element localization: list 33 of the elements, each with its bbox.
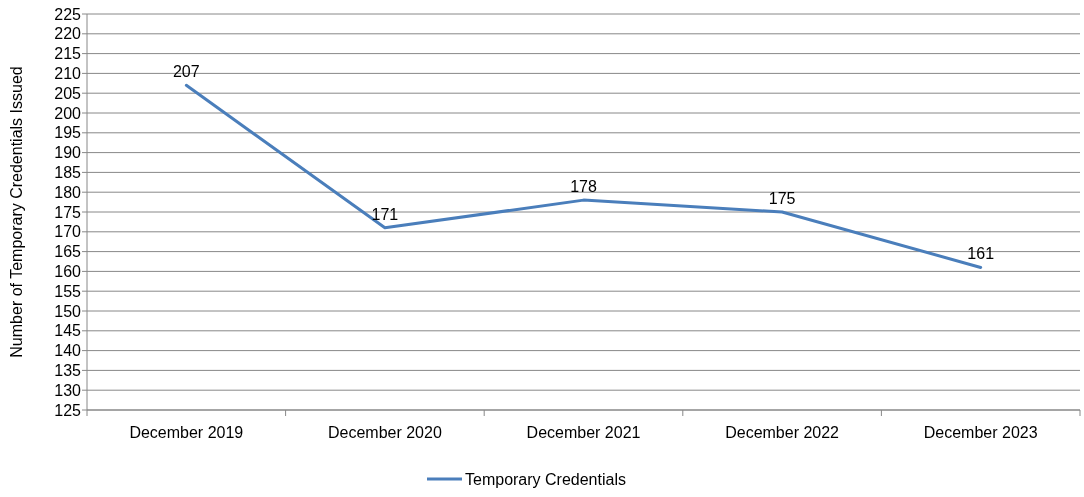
- y-tick-label: 190: [54, 144, 82, 162]
- y-tick-label: 180: [54, 183, 82, 201]
- y-axis-title: Number of Temporary Credentials Issued: [8, 66, 25, 358]
- y-tick-label: 125: [54, 401, 82, 419]
- y-tick-label: 215: [54, 45, 82, 63]
- x-tick-label: December 2019: [129, 424, 244, 441]
- data-label: 171: [371, 205, 399, 223]
- y-tick-label: 155: [54, 282, 82, 300]
- y-tick-label: 185: [54, 164, 82, 181]
- y-tick-label: 160: [54, 263, 82, 280]
- y-tick-label: 170: [54, 223, 82, 241]
- y-tick-label: 220: [54, 25, 82, 43]
- y-tick-label: 140: [54, 342, 82, 360]
- y-tick-label: 175: [54, 203, 82, 221]
- x-tick-label: December 2020: [327, 424, 442, 441]
- y-tick-label: 210: [54, 65, 82, 82]
- x-tick-label: December 2023: [923, 424, 1038, 441]
- data-label: 207: [172, 63, 200, 81]
- y-tick-label: 135: [54, 362, 82, 379]
- data-label: 175: [768, 190, 796, 207]
- y-tick-label: 225: [54, 5, 82, 23]
- y-tick-label: 200: [54, 104, 82, 122]
- x-tick-label: December 2021: [526, 424, 641, 441]
- y-tick-label: 130: [54, 381, 82, 399]
- y-tick-label: 165: [54, 243, 82, 261]
- data-label: 161: [967, 245, 995, 263]
- y-tick-label: 150: [54, 302, 82, 320]
- y-tick-label: 205: [54, 84, 82, 102]
- x-tick-label: December 2022: [725, 424, 840, 441]
- y-tick-label: 195: [54, 124, 82, 142]
- data-label: 178: [570, 178, 597, 196]
- legend-label: Temporary Credentials: [465, 470, 626, 488]
- y-tick-label: 145: [54, 322, 82, 340]
